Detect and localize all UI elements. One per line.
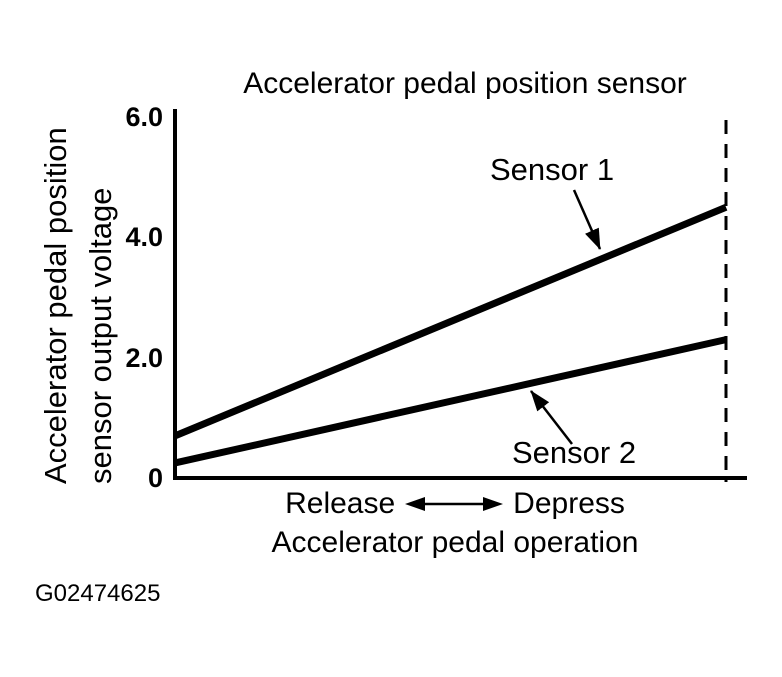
y-axis-title: Accelerator pedal position sensor output… — [33, 127, 123, 484]
double-headed-arrow-icon — [405, 497, 504, 511]
y-axis-title-line-2: sensor output voltage — [83, 187, 118, 484]
series-line-sensor-2 — [174, 336, 727, 467]
figure-id: G02474625 — [35, 580, 161, 607]
depress-label: Depress — [513, 487, 625, 520]
x-direction-row: Release Depress — [175, 486, 735, 522]
sensor-1-arrow-icon — [572, 189, 602, 250]
sensor-2-arrow-icon — [530, 390, 573, 445]
chart-title: Accelerator pedal position sensor — [243, 67, 687, 100]
y-axis-title-line-1: Accelerator pedal position — [38, 127, 73, 484]
series-label-sensor-1: Sensor 1 — [490, 152, 615, 187]
series-label-sensor-2: Sensor 2 — [512, 435, 637, 470]
x-axis-title: Accelerator pedal operation — [271, 526, 639, 559]
series-line-sensor-1 — [173, 204, 728, 440]
release-label: Release — [285, 487, 396, 520]
